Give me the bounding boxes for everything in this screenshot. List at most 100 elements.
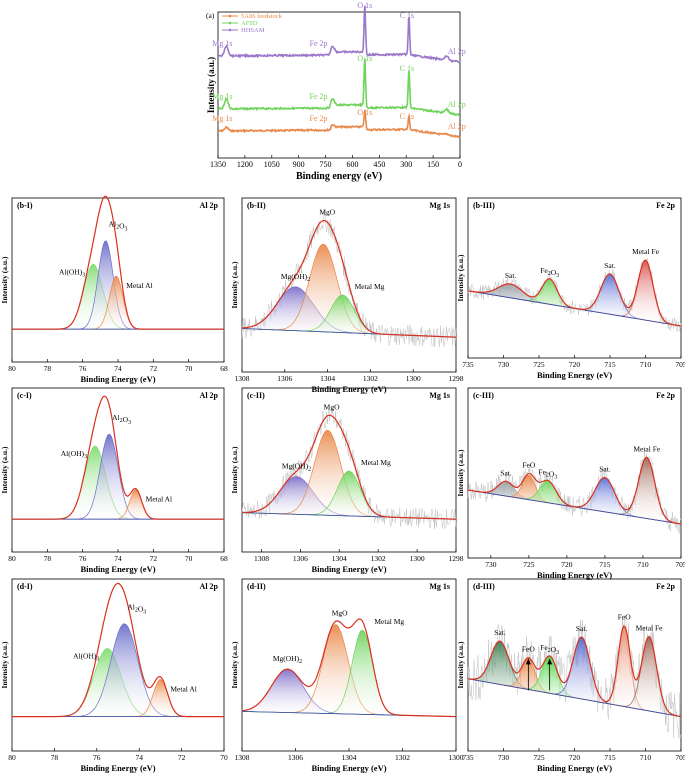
- x-tick-label: 72: [150, 364, 158, 373]
- peak-label: Al(OH)3: [73, 651, 99, 662]
- peak-label: Metal Mg: [361, 458, 391, 467]
- x-tick-label: 68: [220, 554, 228, 563]
- panel-d-II: 1308 1306 1304 1302 1300 Binding Energy (eV) I…: [230, 578, 464, 773]
- x-tick-label: 1306: [293, 554, 308, 563]
- x-tick-label: 600: [346, 160, 358, 169]
- legend-label: AFSD: [241, 20, 258, 27]
- panel-label: (d-I): [17, 582, 33, 591]
- peak-label: FeO: [522, 645, 536, 654]
- x-tick-label: 1302: [371, 554, 386, 563]
- peak-label: MgO: [332, 608, 348, 617]
- panel-element: Mg 1s: [429, 582, 450, 591]
- peak-label: Mg 1s: [212, 39, 232, 48]
- plot-frame: [217, 11, 461, 159]
- peak-label: MgO: [319, 208, 335, 217]
- x-tick-label: 725: [523, 560, 535, 569]
- x-tick-label: 705: [675, 360, 685, 369]
- peak-label: Fe 2p: [310, 92, 328, 101]
- peak-label: Fe 2p: [310, 114, 328, 123]
- x-axis-label: Binding Energy (eV): [80, 763, 155, 773]
- panel-label: (d-II): [247, 582, 266, 591]
- x-tick-label: 80: [8, 554, 16, 563]
- y-axis-label: Intensity (a.u.): [0, 446, 9, 493]
- peak-label: Al 2p: [448, 122, 466, 131]
- x-tick-label: 730: [485, 560, 497, 569]
- legend-label: HHSAM: [241, 27, 265, 34]
- x-tick-label: 1300: [449, 753, 464, 762]
- peak-label: O 1s: [357, 1, 372, 10]
- x-tick-label: 705: [675, 753, 685, 762]
- x-tick-label: 74: [135, 753, 143, 762]
- panel-d-III: 735 730 725 720 715 710 705 Binding Energy (eV)…: [456, 578, 685, 773]
- peak-label: Sat.: [505, 271, 517, 280]
- peak-label: Mg(OH)2: [281, 272, 310, 283]
- x-tick-label: 80: [8, 364, 16, 373]
- peak-label: Al(OH)3: [59, 267, 85, 278]
- y-axis-label: Intensity (a.u.): [206, 57, 216, 113]
- panel-label: (c-II): [247, 391, 265, 400]
- panel-label: (b-I): [17, 201, 33, 210]
- background-line: [467, 678, 682, 717]
- x-tick-label: 78: [44, 554, 52, 563]
- peak-label: Metal Al: [126, 281, 152, 290]
- x-tick-label: 1200: [237, 160, 253, 169]
- x-axis-label: Binding Energy (eV): [80, 374, 155, 384]
- x-tick-label: 715: [599, 560, 611, 569]
- x-tick-label: 710: [637, 560, 649, 569]
- x-tick-label: 70: [220, 753, 228, 762]
- x-axis-label: Binding Energy (eV): [311, 384, 386, 394]
- fit-envelope: [241, 219, 457, 338]
- arrow-head: [525, 658, 531, 665]
- peak-label: Metal Al: [146, 495, 172, 504]
- panel-element: Mg 1s: [429, 391, 450, 400]
- plot-frame: [241, 197, 457, 373]
- x-tick-label: 715: [604, 753, 616, 762]
- panel-label: (c-I): [17, 391, 32, 400]
- x-tick-label: 900: [293, 160, 305, 169]
- peak-label: O 1s: [357, 54, 372, 63]
- peak-label: Al2O3: [112, 413, 131, 426]
- peak-label: Fe2O3: [540, 643, 559, 656]
- panel-element: Al 2p: [200, 391, 219, 400]
- peak-label: Metal Fe: [633, 444, 661, 453]
- fit-envelope: [467, 259, 682, 327]
- x-tick-label: 76: [79, 554, 87, 563]
- x-tick-label: 1304: [320, 374, 335, 383]
- peak-label: FeO: [522, 461, 536, 470]
- peak-label: Mg(OH)2: [273, 654, 302, 665]
- x-tick-label: 1308: [254, 554, 269, 563]
- panel-element: Fe 2p: [656, 391, 675, 400]
- peak-label: FeO: [618, 613, 632, 622]
- x-axis-label: Binding Energy (eV): [311, 763, 386, 773]
- x-tick-label: 76: [79, 364, 87, 373]
- panel-element: Al 2p: [200, 582, 219, 591]
- x-tick-label: 68: [220, 364, 228, 373]
- x-tick-label: 1350: [210, 160, 226, 169]
- x-tick-label: 1050: [264, 160, 280, 169]
- peak-label: Metal Fe: [636, 624, 664, 633]
- x-axis-label: Binding Energy (eV): [537, 763, 612, 773]
- legend-marker: [228, 28, 232, 32]
- x-tick-label: 78: [51, 753, 59, 762]
- peak-label: Al(OH)3: [61, 449, 87, 460]
- panel-label: (d-III): [473, 582, 495, 591]
- y-axis-label: Intensity (a.u.): [0, 641, 9, 688]
- legend-label: 5A06 feedstock: [241, 13, 283, 20]
- x-tick-label: 720: [561, 560, 573, 569]
- x-tick-label: 1308: [235, 753, 250, 762]
- fit-envelope: [12, 395, 224, 520]
- legend-marker: [228, 14, 232, 18]
- component-peak-1: [12, 623, 224, 717]
- x-tick-label: 705: [675, 560, 685, 569]
- peak-label: Fe2O3: [540, 266, 559, 279]
- panel-c-II: 1308 1306 1304 1302 1300 1298 Binding Energy (…: [230, 387, 464, 574]
- peak-label: Sat.: [500, 468, 512, 477]
- x-tick-label: 725: [533, 360, 545, 369]
- x-tick-label: 72: [150, 554, 158, 563]
- fit-envelope: [467, 456, 682, 525]
- y-axis-label: Intensity (a.u.): [230, 261, 239, 308]
- panel-label: (a): [206, 11, 215, 20]
- peak-label: Metal Mg: [374, 617, 404, 626]
- peak-label: C 1s: [400, 112, 414, 121]
- x-tick-label: 78: [44, 364, 52, 373]
